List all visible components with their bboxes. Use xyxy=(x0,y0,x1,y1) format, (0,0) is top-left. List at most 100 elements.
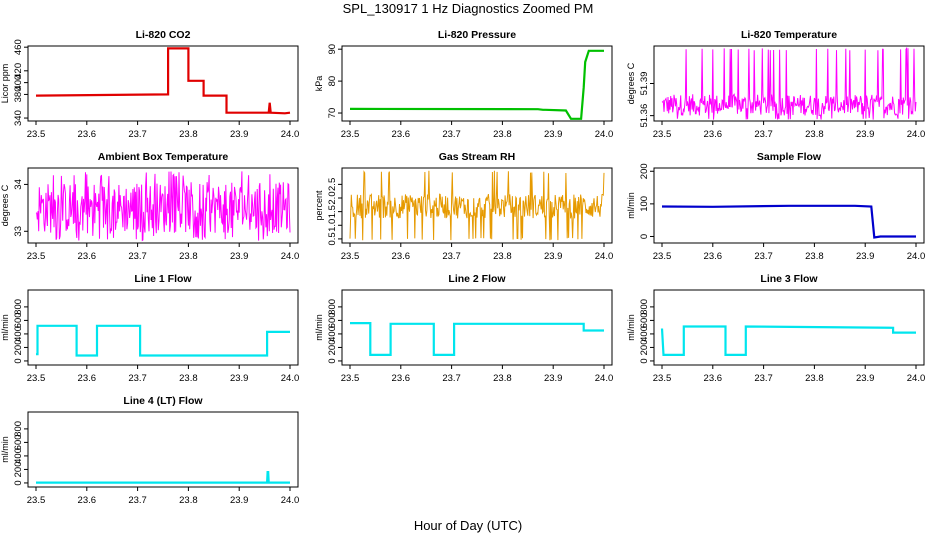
x-tick-label: 23.5 xyxy=(27,251,46,262)
x-tick-label: 23.9 xyxy=(856,251,875,262)
y-tick-label: 1.5 xyxy=(327,205,338,218)
x-tick-label: 23.5 xyxy=(653,129,672,140)
panel-title: Line 3 Flow xyxy=(760,273,818,285)
y-tick-label: 200 xyxy=(13,462,24,478)
panel-6: Sample Flow 23.5 23.6 23.7 23.8 23.9 24.0 0 100 2… xyxy=(626,151,925,262)
y-axis-label: degrees C xyxy=(0,184,10,226)
x-tick-label: 23.7 xyxy=(754,251,773,262)
x-tick-label: 24.0 xyxy=(281,373,300,384)
y-tick-label: 2.0 xyxy=(327,191,338,204)
y-tick-label: 460 xyxy=(13,39,24,55)
series-line xyxy=(660,325,916,356)
panel-7: Line 1 Flow 23.5 23.6 23.7 23.8 23.9 24.0 0 2004… xyxy=(0,273,299,384)
x-tick-label: 24.0 xyxy=(907,373,926,384)
series-line xyxy=(349,49,604,120)
x-tick-label: 23.5 xyxy=(653,251,672,262)
x-tick-label: 23.5 xyxy=(341,251,360,262)
plot-frame xyxy=(27,167,299,244)
x-tick-label: 23.7 xyxy=(128,495,147,506)
y-tick-label: 400 xyxy=(639,326,650,342)
y-tick-label: 34 xyxy=(13,179,24,190)
series-line xyxy=(661,46,917,120)
x-tick-label: 23.5 xyxy=(27,129,46,140)
x-tick-label: 23.8 xyxy=(493,373,512,384)
y-tick-label: 400 xyxy=(327,326,338,342)
panel-title: Ambient Box Temperature xyxy=(98,151,229,163)
y-tick-label: 0 xyxy=(13,480,24,485)
x-tick-label: 23.5 xyxy=(341,373,360,384)
y-tick-label: 0 xyxy=(327,358,338,363)
x-tick-label: 23.5 xyxy=(27,373,46,384)
panel-title: Gas Stream RH xyxy=(439,151,515,163)
x-tick-label: 24.0 xyxy=(595,251,614,262)
x-tick-label: 23.6 xyxy=(78,251,97,262)
x-tick-label: 23.7 xyxy=(128,129,147,140)
x-tick-label: 23.9 xyxy=(230,373,249,384)
plot-frame xyxy=(27,411,299,488)
x-tick-label: 23.8 xyxy=(805,251,824,262)
plot-frame xyxy=(341,45,613,122)
series-line xyxy=(36,471,290,484)
y-tick-label: 340 xyxy=(13,110,24,126)
x-tick-label: 24.0 xyxy=(907,251,926,262)
y-axis-label: degrees C xyxy=(626,62,636,104)
x-tick-label: 23.9 xyxy=(856,373,875,384)
x-tick-label: 23.6 xyxy=(392,129,411,140)
x-tick-label: 23.8 xyxy=(179,129,198,140)
series-line xyxy=(35,47,291,115)
x-tick-label: 23.9 xyxy=(230,251,249,262)
plot-frame xyxy=(341,289,613,366)
panel-title: Line 1 Flow xyxy=(134,273,192,285)
panel-1: Li-820 CO2 23.5 23.6 23.7 23.8 23.9 24.0 340 380… xyxy=(0,29,299,140)
x-tick-label: 23.8 xyxy=(179,495,198,506)
page-title: SPL_130917 1 Hz Diagnostics Zoomed PM xyxy=(342,1,594,16)
plot-frame xyxy=(27,289,299,366)
y-tick-label: 400 xyxy=(13,326,24,342)
series-line xyxy=(36,324,290,357)
x-tick-label: 23.8 xyxy=(805,373,824,384)
x-tick-label: 23.9 xyxy=(544,373,563,384)
series-line xyxy=(35,171,291,242)
y-tick-label: 51.36 xyxy=(639,104,650,128)
x-tick-label: 23.8 xyxy=(179,251,198,262)
y-tick-label: 2.5 xyxy=(327,178,338,191)
x-tick-label: 23.9 xyxy=(544,129,563,140)
y-tick-label: 33 xyxy=(13,226,24,237)
series-line xyxy=(661,204,916,239)
x-tick-label: 24.0 xyxy=(281,251,300,262)
y-tick-label: 0.5 xyxy=(327,232,338,245)
panel-8: Line 2 Flow 23.5 23.6 23.7 23.8 23.9 24.0 0 2004… xyxy=(314,273,613,384)
x-tick-label: 24.0 xyxy=(595,373,614,384)
y-tick-label: 0 xyxy=(639,234,650,239)
y-tick-label: 0 xyxy=(639,358,650,363)
panel-3: Li-820 Temperature 23.5 23.6 23.7 23.8 23.9 24… xyxy=(626,29,925,140)
y-axis-label: ml/min xyxy=(626,192,636,219)
x-tick-label: 23.6 xyxy=(704,251,723,262)
plot-frame xyxy=(341,167,613,244)
plot-frame xyxy=(653,167,925,244)
plot-frame xyxy=(27,45,299,122)
panel-4: Ambient Box Temperature 23.5 23.6 23.7 23.8 2… xyxy=(0,151,299,262)
panel-5: Gas Stream RH 23.5 23.6 23.7 23.8 23.9 24.0 0.5… xyxy=(314,151,613,262)
x-tick-label: 23.7 xyxy=(442,251,461,262)
y-tick-label: 420 xyxy=(13,63,24,79)
x-tick-label: 23.8 xyxy=(179,373,198,384)
y-tick-label: 800 xyxy=(13,421,24,437)
y-tick-label: 380 xyxy=(13,86,24,102)
x-tick-label: 24.0 xyxy=(281,129,300,140)
y-tick-label: 600 xyxy=(639,312,650,328)
x-tick-label: 23.9 xyxy=(230,129,249,140)
series-line xyxy=(349,170,605,241)
y-tick-label: 800 xyxy=(327,299,338,315)
x-tick-label: 23.8 xyxy=(493,129,512,140)
y-tick-label: 70 xyxy=(327,108,338,119)
x-tick-label: 23.9 xyxy=(856,129,875,140)
x-tick-label: 24.0 xyxy=(907,129,926,140)
y-tick-label: 0 xyxy=(13,358,24,363)
x-tick-label: 23.6 xyxy=(78,373,97,384)
y-axis-label: kPa xyxy=(314,76,324,92)
panel-title: Li-820 CO2 xyxy=(136,29,191,41)
y-axis-label: ml/min xyxy=(626,314,636,341)
y-tick-label: 600 xyxy=(13,312,24,328)
y-tick-label: 600 xyxy=(13,434,24,450)
